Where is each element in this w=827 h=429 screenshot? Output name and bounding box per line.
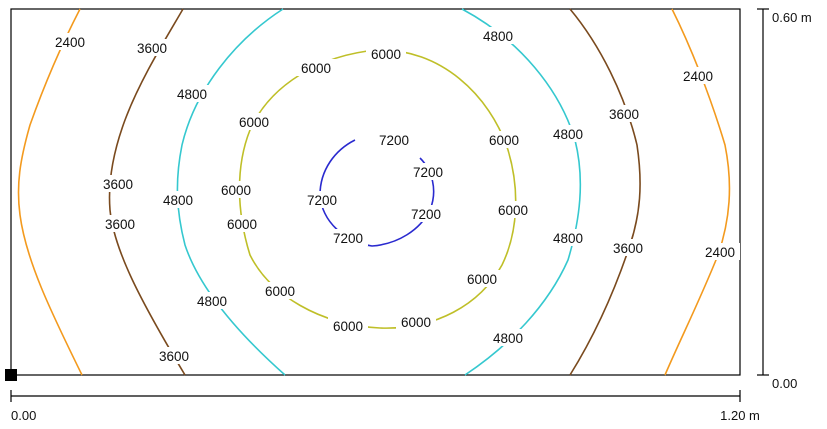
contour-2400-right [664, 8, 731, 376]
contour-4800 [176, 8, 582, 376]
contour-label-bg [260, 282, 300, 299]
contour-label-bg [154, 347, 194, 364]
contour-label: 4800 [553, 127, 583, 142]
contour-label-bg [396, 313, 436, 330]
contour-2400-left [17, 8, 83, 376]
contour-label: 2400 [55, 35, 85, 50]
contour-label: 2400 [683, 69, 713, 84]
contour-label: 6000 [489, 133, 519, 148]
contour-label-bg [98, 175, 138, 192]
contour-label: 6000 [221, 183, 251, 198]
contour-label-bg [493, 201, 533, 218]
contour-label: 4800 [553, 231, 583, 246]
x-scale-start-label: 0.00 [11, 408, 36, 423]
contour-label: 4800 [483, 29, 513, 44]
contour-label: 6000 [401, 315, 431, 330]
contour-label: 4800 [177, 87, 207, 102]
contour-label-bg [328, 317, 368, 334]
contour-label-bg [608, 239, 648, 256]
contour-label-bg [700, 243, 740, 260]
contour-label: 7200 [307, 193, 337, 208]
contour-label-bg [158, 191, 198, 208]
contour-label-bg [374, 131, 414, 148]
plot-frame [10, 8, 741, 376]
contour-label: 4800 [197, 294, 227, 309]
contour-label-bg [132, 39, 172, 56]
contour-label-bg [478, 27, 518, 44]
y-scale-bar [757, 8, 769, 376]
contour-label-bg [328, 229, 368, 246]
contour-label: 3600 [103, 177, 133, 192]
contour-label: 7200 [379, 133, 409, 148]
contour-label: 7200 [333, 231, 363, 246]
x-scale-bar [10, 390, 741, 402]
contour-7200 [319, 139, 435, 247]
contour-label: 6000 [333, 319, 363, 334]
y-scale-end-label: 0.60 m [772, 10, 812, 25]
contour-label-bg [222, 215, 262, 232]
contour-label: 6000 [227, 217, 257, 232]
contour-label-bg [192, 292, 232, 309]
contour-label: 6000 [371, 47, 401, 62]
contour-label-bg [408, 163, 448, 180]
contour-label-bg [462, 270, 502, 287]
contour-label-bg [216, 181, 256, 198]
contour-label-bg [100, 215, 140, 232]
contour-label-bg [50, 33, 90, 50]
contour-label-bg [548, 125, 588, 142]
contour-label: 3600 [137, 41, 167, 56]
contour-label: 3600 [105, 217, 135, 232]
contour-label-bg [234, 113, 274, 130]
contour-label: 2400 [705, 245, 735, 260]
contour-label-bg [604, 105, 644, 122]
contour-label: 7200 [413, 165, 443, 180]
contour-label-bg [302, 191, 342, 208]
contour-label-bg [678, 67, 718, 84]
contour-label-bg [488, 329, 528, 346]
contour-label-bg [172, 85, 212, 102]
contour-label-bg [548, 229, 588, 246]
contour-label: 4800 [163, 193, 193, 208]
contour-label: 7200 [411, 207, 441, 222]
contour-label: 3600 [159, 349, 189, 364]
contour-label: 6000 [265, 284, 295, 299]
y-scale-start-label: 0.00 [772, 376, 797, 391]
contour-label: 6000 [498, 203, 528, 218]
contour-label: 3600 [613, 241, 643, 256]
contour-label: 6000 [467, 272, 497, 287]
contour-label-bg [296, 59, 336, 76]
contour-3600-right [569, 8, 641, 376]
x-scale-end-label: 1.20 m [720, 408, 760, 423]
origin-marker [5, 369, 17, 381]
contour-label: 4800 [493, 331, 523, 346]
contour-label-bg [366, 45, 406, 62]
contour-label-bg [484, 131, 524, 148]
contour-label: 6000 [301, 61, 331, 76]
contour-label-bg [406, 205, 446, 222]
contour-label: 6000 [239, 115, 269, 130]
contour-label: 3600 [609, 107, 639, 122]
